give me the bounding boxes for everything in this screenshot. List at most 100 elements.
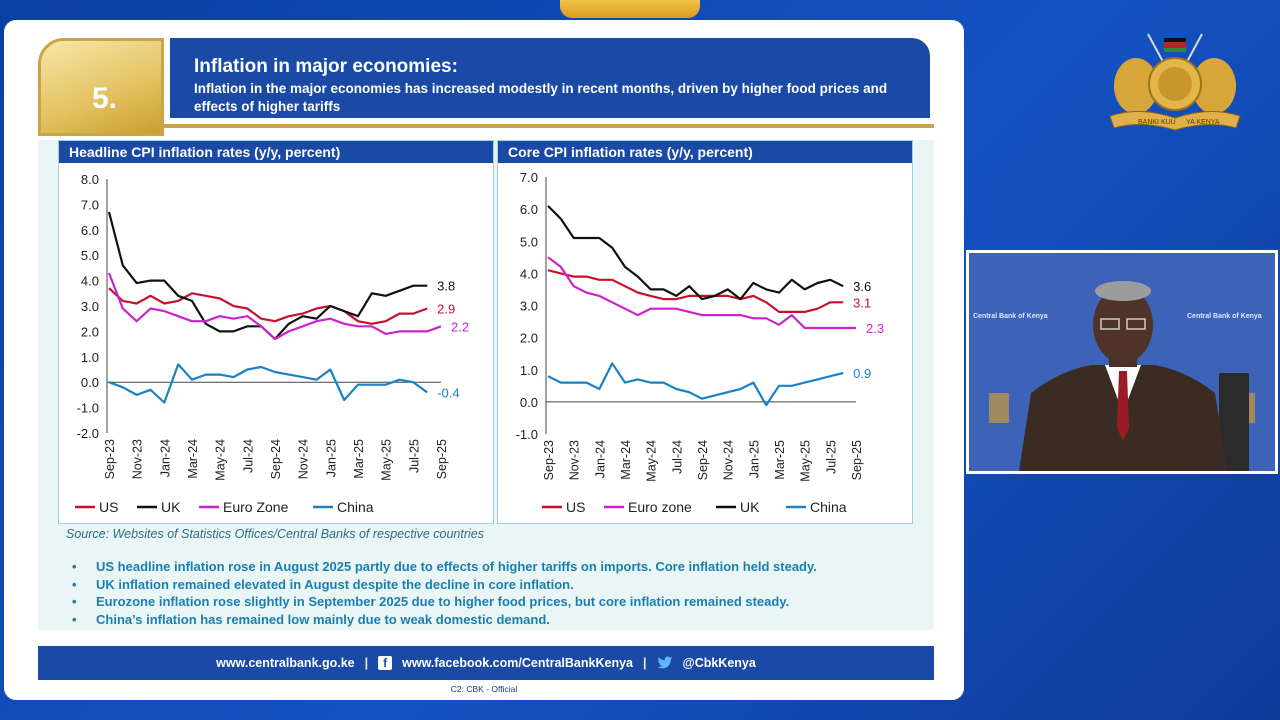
- top-glow-decoration: [560, 0, 700, 18]
- y-tick-label: 2.0: [520, 331, 538, 346]
- bullet-item: China’s inflation has remained low mainl…: [70, 611, 920, 629]
- cbk-coat-of-arms-icon: BANKI KUU YA KENYA: [1109, 33, 1241, 131]
- logo-ribbon-right: YA KENYA: [1186, 119, 1220, 126]
- core-cpi-panel: Core CPI inflation rates (y/y, percent) …: [497, 140, 913, 524]
- slide: 5. Inflation in major economies: Inflati…: [4, 20, 964, 700]
- x-tick-label: Mar-24: [186, 439, 200, 479]
- series-line-china: [547, 362, 844, 407]
- end-data-label: 2.9: [437, 302, 455, 317]
- legend-label: China: [810, 499, 847, 515]
- legend-label: Euro Zone: [223, 499, 289, 515]
- slide-title: Inflation in major economies:: [194, 56, 458, 77]
- headline-cpi-chart: 8.0 7.0 6.0 5.0 4.0 3.0 2.0 1.0 0.0 -1.0 -2.0 Sep-2…: [75, 172, 469, 515]
- presenter-figure: [989, 281, 1255, 471]
- headline-cpi-title: Headline CPI inflation rates (y/y, perce…: [59, 141, 493, 163]
- end-data-label: 2.2: [451, 319, 469, 334]
- x-tick-label: Jul-25: [407, 439, 421, 473]
- video-backdrop-label: Central Bank of Kenya: [1187, 313, 1262, 320]
- y-tick-label: 3.0: [520, 299, 538, 314]
- y-tick-label: 5.0: [520, 234, 538, 249]
- x-tick-label: Mar-25: [773, 440, 787, 480]
- slide-subtitle: Inflation in the major economies has inc…: [194, 81, 888, 114]
- series-line-china: [108, 363, 428, 404]
- series-line-euro-zone: [107, 272, 442, 341]
- website-link[interactable]: www.centralbank.go.ke: [216, 656, 355, 670]
- core-cpi-title: Core CPI inflation rates (y/y, percent): [498, 141, 912, 163]
- y-tick-label: 6.0: [520, 202, 538, 217]
- x-tick-label: Jul-24: [241, 439, 255, 473]
- x-tick-label: Jul-25: [824, 440, 838, 474]
- y-tick-label: 4.0: [520, 266, 538, 281]
- bullet-item: Eurozone inflation rose slightly in Sept…: [70, 593, 920, 611]
- x-tick-label: Sep-24: [696, 440, 710, 480]
- twitter-icon: [657, 656, 672, 669]
- end-data-label: 3.8: [437, 279, 455, 294]
- x-tick-label: Jan-25: [747, 440, 761, 478]
- x-tick-label: Mar-25: [352, 439, 366, 479]
- legend-label: US: [99, 499, 118, 515]
- x-tick-label: Jan-25: [324, 439, 338, 477]
- x-tick-label: May-25: [380, 439, 394, 481]
- legend-label: US: [566, 499, 585, 515]
- footer-bar: www.centralbank.go.ke | f www.facebook.c…: [38, 646, 934, 680]
- y-tick-label: 0.0: [81, 375, 99, 390]
- legend-label: UK: [161, 499, 181, 515]
- x-tick-label: Sep-25: [850, 440, 864, 480]
- legend-label: China: [337, 499, 374, 515]
- video-backdrop-label: Central Bank of Kenya: [973, 313, 1048, 320]
- x-tick-label: May-24: [214, 439, 228, 481]
- y-tick-label: -2.0: [77, 426, 99, 441]
- header-gold-line: [154, 124, 934, 128]
- slide-number-tab: [38, 38, 164, 136]
- x-tick-label: Jan-24: [593, 440, 607, 478]
- x-tick-label: Nov-23: [131, 439, 145, 479]
- y-tick-label: -1.0: [516, 427, 538, 442]
- series-line-euro-zone: [547, 256, 856, 330]
- bullet-list: US headline inflation rose in August 202…: [70, 558, 920, 628]
- x-tick-label: Sep-23: [542, 440, 556, 480]
- header-band: [170, 38, 930, 118]
- legend-label: UK: [740, 499, 760, 515]
- end-data-label: 3.6: [853, 279, 871, 294]
- y-tick-label: 6.0: [81, 223, 99, 238]
- y-tick-label: 1.0: [520, 363, 538, 378]
- footer-separator: |: [643, 656, 647, 670]
- series-line-us: [547, 269, 844, 313]
- facebook-icon: f: [378, 656, 393, 670]
- y-tick-label: 4.0: [81, 274, 99, 289]
- end-data-label: -0.4: [437, 385, 459, 400]
- core-cpi-chart: 7.0 6.0 5.0 4.0 3.0 2.0 1.0 0.0 -1.0 Sep-23 Nov-23…: [516, 170, 884, 515]
- y-tick-label: 7.0: [81, 197, 99, 212]
- bullet-item: UK inflation remained elevated in August…: [70, 576, 920, 594]
- twitter-handle[interactable]: @CbkKenya: [682, 656, 756, 670]
- y-tick-label: 0.0: [520, 395, 538, 410]
- x-tick-label: Sep-24: [269, 439, 283, 479]
- y-tick-label: 3.0: [81, 299, 99, 314]
- footer-separator: |: [364, 656, 369, 670]
- series-line-us: [108, 287, 428, 325]
- y-tick-label: -1.0: [77, 401, 99, 416]
- x-tick-label: Nov-24: [722, 440, 736, 480]
- source-note: Source: Websites of Statistics Offices/C…: [66, 527, 484, 541]
- y-tick-label: 2.0: [81, 324, 99, 339]
- legend-label: Euro zone: [628, 499, 692, 515]
- facebook-link[interactable]: www.facebook.com/CentralBankKenya: [402, 656, 633, 670]
- x-tick-label: Nov-24: [297, 439, 311, 479]
- x-tick-label: Mar-24: [619, 440, 633, 480]
- x-tick-label: Sep-23: [103, 439, 117, 479]
- end-data-label: 2.3: [866, 321, 884, 336]
- presenter-video: Central Bank of Kenya Central Bank of Ke…: [966, 250, 1278, 474]
- series-line-uk: [547, 205, 844, 301]
- end-data-label: 0.9: [853, 366, 871, 381]
- classification-label: C2: CBK - Official: [450, 684, 518, 694]
- x-tick-label: Nov-23: [568, 440, 582, 480]
- x-tick-label: May-25: [799, 440, 813, 482]
- end-data-label: 3.1: [853, 295, 871, 310]
- y-tick-label: 8.0: [81, 172, 99, 187]
- x-tick-label: Jul-24: [670, 440, 684, 474]
- x-tick-label: Jan-24: [158, 439, 172, 477]
- y-tick-label: 1.0: [81, 350, 99, 365]
- bullet-item: US headline inflation rose in August 202…: [70, 558, 920, 576]
- headline-cpi-panel: Headline CPI inflation rates (y/y, perce…: [58, 140, 494, 524]
- x-tick-label: Sep-25: [435, 439, 449, 479]
